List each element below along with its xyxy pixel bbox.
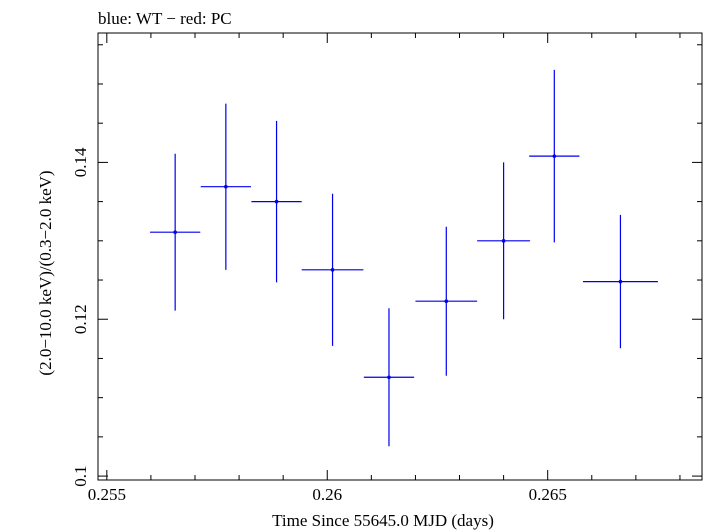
y-tick-label: 0.12: [71, 304, 90, 334]
x-tick-label: 0.26: [312, 485, 342, 504]
data-point: [274, 199, 279, 204]
plot-frame: [97, 32, 703, 481]
x-tick-label: 0.255: [88, 485, 126, 504]
y-tick-label: 0.1: [71, 465, 90, 486]
data-point: [173, 230, 177, 234]
data-points: [150, 69, 658, 447]
axis-ticks: 0.255 0.26 0.265 0.1 0.12 0.14: [71, 33, 702, 504]
data-point: [444, 299, 449, 304]
chart-title: blue: WT − red: PC: [98, 9, 232, 28]
y-tick-label: 0.14: [71, 147, 90, 177]
data-point: [330, 268, 335, 272]
x-axis-label: Time Since 55645.0 MJD (days): [272, 511, 494, 530]
y-axis-label: (2.0−10.0 keV)/(0.3−2.0 keV): [36, 170, 55, 375]
data-point: [501, 239, 506, 243]
data-point: [224, 184, 228, 189]
data-point: [387, 375, 391, 380]
data-point: [552, 154, 557, 158]
data-point: [618, 279, 623, 284]
x-tick-label: 0.265: [529, 485, 567, 504]
